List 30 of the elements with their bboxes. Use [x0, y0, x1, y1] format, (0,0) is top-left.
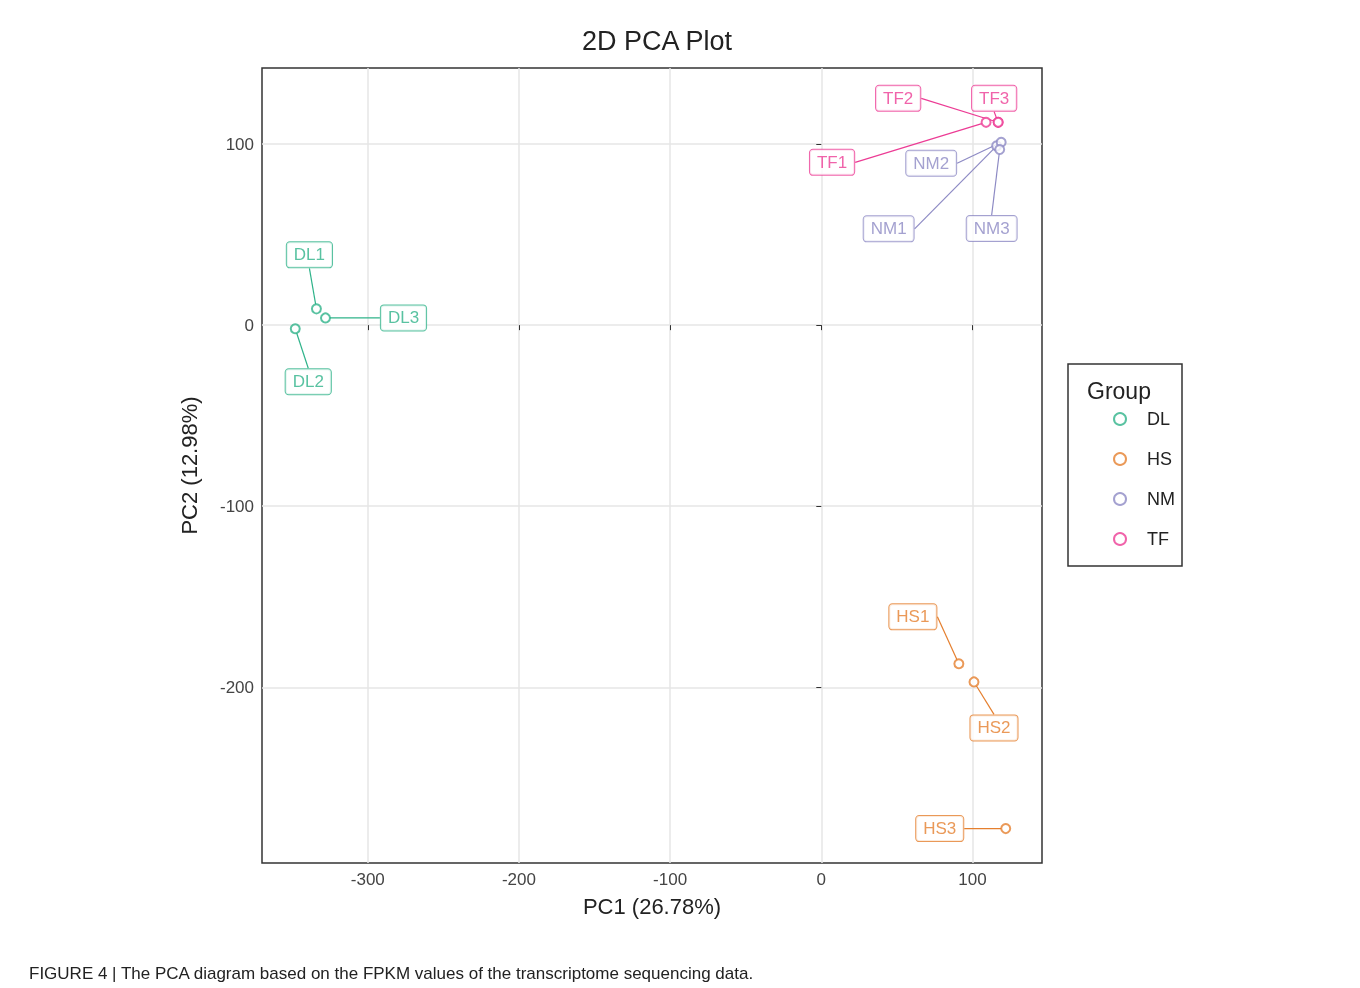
data-label: DL3	[387, 308, 420, 328]
data-label: NM3	[973, 218, 1010, 238]
data-label: NM2	[913, 153, 950, 173]
data-label: HS2	[977, 718, 1011, 738]
y-tick-label: 100	[225, 134, 254, 154]
data-label: HS3	[923, 819, 957, 839]
y-tick-label: -100	[219, 496, 254, 516]
data-label: TF1	[816, 152, 848, 172]
data-label: HS1	[896, 607, 930, 627]
y-tick-label: 0	[244, 315, 254, 335]
legend-label: NM	[1147, 489, 1176, 509]
data-label: NM1	[870, 219, 907, 239]
x-tick-label: -100	[653, 870, 688, 889]
legend-label: HS	[1147, 449, 1173, 469]
x-tick-label: -300	[350, 870, 385, 889]
legend-title: Group	[1087, 377, 1151, 404]
y-axis-title: PC2 (12.98%)	[176, 396, 202, 535]
x-tick-label: 100	[958, 870, 987, 889]
data-label: DL2	[292, 372, 324, 392]
x-tick-label: 0	[816, 870, 827, 889]
chart-title: 2D PCA Plot	[581, 25, 733, 56]
legend-label: DL	[1147, 409, 1171, 429]
legend-label: TF	[1147, 529, 1170, 549]
x-axis-title: PC1 (26.78%)	[582, 893, 722, 919]
data-label: DL1	[293, 245, 326, 265]
caption: FIGURE 4 | The PCA diagram based on the FPKM values of the transcriptome sequencing data.	[29, 964, 754, 983]
y-tick-label: -200	[219, 677, 254, 697]
data-label: TF3	[979, 88, 1010, 108]
data-label: TF2	[883, 88, 914, 108]
x-tick-label: -200	[501, 870, 536, 889]
